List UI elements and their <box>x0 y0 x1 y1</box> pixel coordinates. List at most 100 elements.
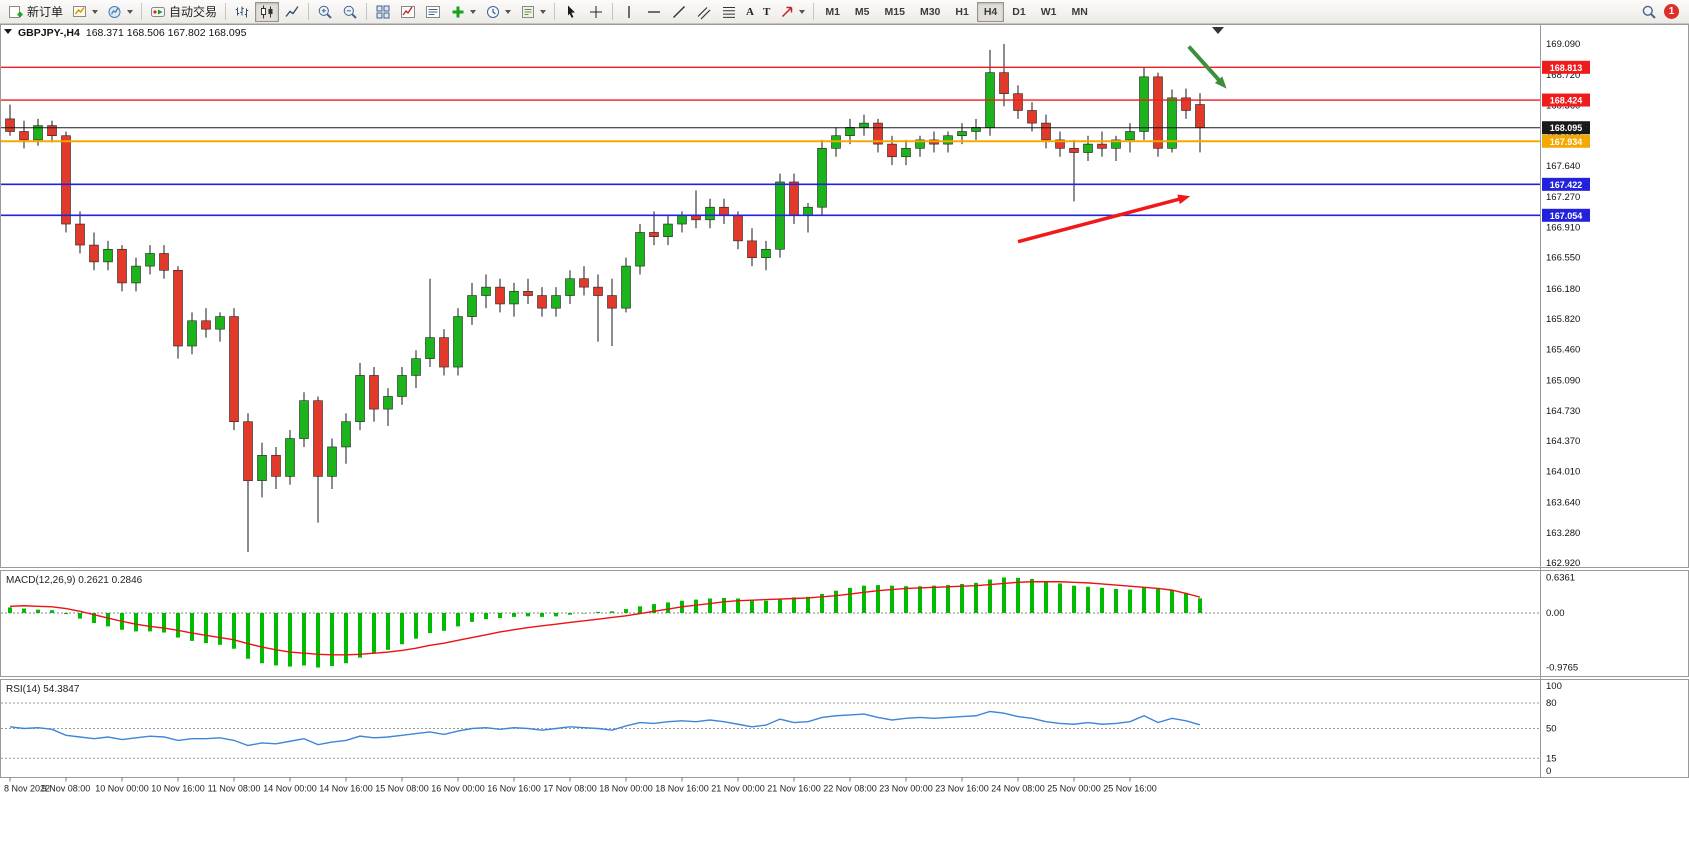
timeframe-m1-button[interactable]: M1 <box>818 2 847 22</box>
indicators-button[interactable] <box>396 2 420 22</box>
collapse-triangle-icon[interactable] <box>4 29 12 34</box>
chart-shift-marker[interactable] <box>1212 27 1224 34</box>
trendline-icon <box>673 5 686 18</box>
horizontal-line-tool-button[interactable] <box>642 2 666 22</box>
svg-text:15 Nov 08:00: 15 Nov 08:00 <box>375 784 429 794</box>
svg-text:17 Nov 08:00: 17 Nov 08:00 <box>543 784 597 794</box>
vertical-line-icon <box>628 5 630 18</box>
toolbar-separator <box>225 3 227 20</box>
macd-pane <box>0 570 1689 677</box>
svg-text:16 Nov 00:00: 16 Nov 00:00 <box>431 784 485 794</box>
toolbar-separator <box>141 3 143 20</box>
zoom-out-button[interactable] <box>338 2 362 22</box>
red-arrow[interactable] <box>1017 194 1191 244</box>
svg-text:0.00: 0.00 <box>1546 608 1565 619</box>
svg-text:165.460: 165.460 <box>1546 344 1580 355</box>
autotrading-button[interactable]: 自动交易 <box>146 2 221 22</box>
bar-chart-button[interactable] <box>230 2 254 22</box>
main-toolbar: 新订单 自动交易 <box>0 0 1689 24</box>
text-label-icon: T <box>762 5 771 18</box>
periods-button[interactable] <box>481 2 515 22</box>
new-order-icon <box>9 5 23 18</box>
timeframe-h1-button[interactable]: H1 <box>948 2 975 22</box>
text-label-tool-button[interactable]: T <box>759 2 774 22</box>
svg-text:163.280: 163.280 <box>1546 528 1580 539</box>
fibonacci-icon <box>723 6 736 18</box>
add-indicator-button[interactable] <box>446 2 480 22</box>
chevron-down-icon <box>470 9 477 14</box>
profiles-icon <box>108 5 121 18</box>
toolbar-separator <box>366 3 368 20</box>
svg-text:0: 0 <box>1546 766 1551 777</box>
timeframe-h4-button[interactable]: H4 <box>976 1 1005 22</box>
templates-button[interactable] <box>516 2 550 22</box>
arrows-tool-button[interactable] <box>775 2 809 22</box>
main-pane <box>0 24 1689 568</box>
toolbar-separator <box>813 3 815 20</box>
tile-windows-icon <box>376 5 390 18</box>
crosshair-tool-button[interactable] <box>584 2 608 22</box>
autotrading-label: 自动交易 <box>169 5 218 19</box>
timeframe-m5-button[interactable]: M5 <box>848 2 877 22</box>
data-window-icon <box>426 5 441 18</box>
candlestick-chart-button[interactable] <box>255 1 280 22</box>
vertical-line-tool-button[interactable] <box>617 2 641 22</box>
timeframe-mn-button[interactable]: MN <box>1064 2 1094 22</box>
autotrading-icon <box>151 6 166 17</box>
mt4-window: 新订单 自动交易 <box>0 0 1689 824</box>
notification-badge[interactable]: 1 <box>1664 4 1679 19</box>
chevron-down-icon <box>540 9 547 14</box>
fibonacci-tool-button[interactable] <box>717 2 741 22</box>
price-axis: 169.090168.720168.360168.000167.640167.2… <box>1546 39 1580 569</box>
timeframe-w1-button[interactable]: W1 <box>1034 2 1064 22</box>
channel-tool-button[interactable] <box>692 2 716 22</box>
price-tag-orange-level: 167.934 <box>1542 134 1590 148</box>
cursor-tool-button[interactable] <box>559 2 583 22</box>
toolbar-separator <box>308 3 310 20</box>
svg-text:15: 15 <box>1546 753 1557 764</box>
data-window-button[interactable] <box>421 2 445 22</box>
timeframe-m30-button[interactable]: M30 <box>913 2 947 22</box>
new-chart-button[interactable] <box>68 2 102 22</box>
chart-region: GBPJPY-,H4 168.371 168.506 167.802 168.09… <box>0 24 1689 824</box>
profiles-button[interactable] <box>103 2 137 22</box>
svg-text:165.820: 165.820 <box>1546 314 1580 325</box>
svg-text:168.720: 168.720 <box>1546 70 1580 81</box>
price-tag-support: 167.422 <box>1542 177 1590 191</box>
svg-text:22 Nov 08:00: 22 Nov 08:00 <box>823 784 877 794</box>
price-tag-resistance: 168.813 <box>1542 60 1590 74</box>
line-chart-button[interactable] <box>280 2 304 22</box>
tile-windows-button[interactable] <box>371 2 395 22</box>
candlestick-chart-icon <box>261 5 273 18</box>
macd-indicator: MACD(12,26,9) 0.2621 0.2846 0.6361 0.00 -0.… <box>1 573 1578 673</box>
timeframe-d1-button[interactable]: D1 <box>1005 2 1032 22</box>
macd-label: MACD(12,26,9) 0.2621 0.2846 <box>6 575 143 586</box>
toolbar-separator <box>612 3 614 20</box>
new-order-button[interactable]: 新订单 <box>4 2 67 22</box>
zoom-in-button[interactable] <box>313 2 337 22</box>
add-indicator-icon <box>452 6 464 17</box>
svg-text:21 Nov 00:00: 21 Nov 00:00 <box>711 784 765 794</box>
price-chart-canvas[interactable]: GBPJPY-,H4 168.371 168.506 167.802 168.09… <box>0 24 1689 800</box>
svg-text:18 Nov 00:00: 18 Nov 00:00 <box>599 784 653 794</box>
line-chart-icon <box>285 5 299 17</box>
svg-text:9 Nov 08:00: 9 Nov 08:00 <box>42 784 91 794</box>
trendline-tool-button[interactable] <box>667 2 691 22</box>
svg-text:167.934: 167.934 <box>1550 137 1583 147</box>
svg-text:10 Nov 16:00: 10 Nov 16:00 <box>151 784 205 794</box>
green-arrow[interactable] <box>1187 45 1227 89</box>
chevron-down-icon <box>799 9 806 14</box>
zoom-out-icon <box>343 5 357 19</box>
text-tool-button[interactable]: A <box>742 2 758 22</box>
svg-text:14 Nov 00:00: 14 Nov 00:00 <box>263 784 317 794</box>
indicators-icon <box>401 5 416 18</box>
svg-text:164.370: 164.370 <box>1546 436 1580 447</box>
zoom-in-icon <box>318 5 332 19</box>
search-icon <box>1642 5 1656 19</box>
svg-text:24 Nov 08:00: 24 Nov 08:00 <box>991 784 1045 794</box>
search-button[interactable] <box>1637 2 1661 22</box>
template-icon <box>522 5 535 18</box>
svg-text:168.095: 168.095 <box>1550 123 1583 133</box>
timeframe-m15-button[interactable]: M15 <box>878 2 912 22</box>
